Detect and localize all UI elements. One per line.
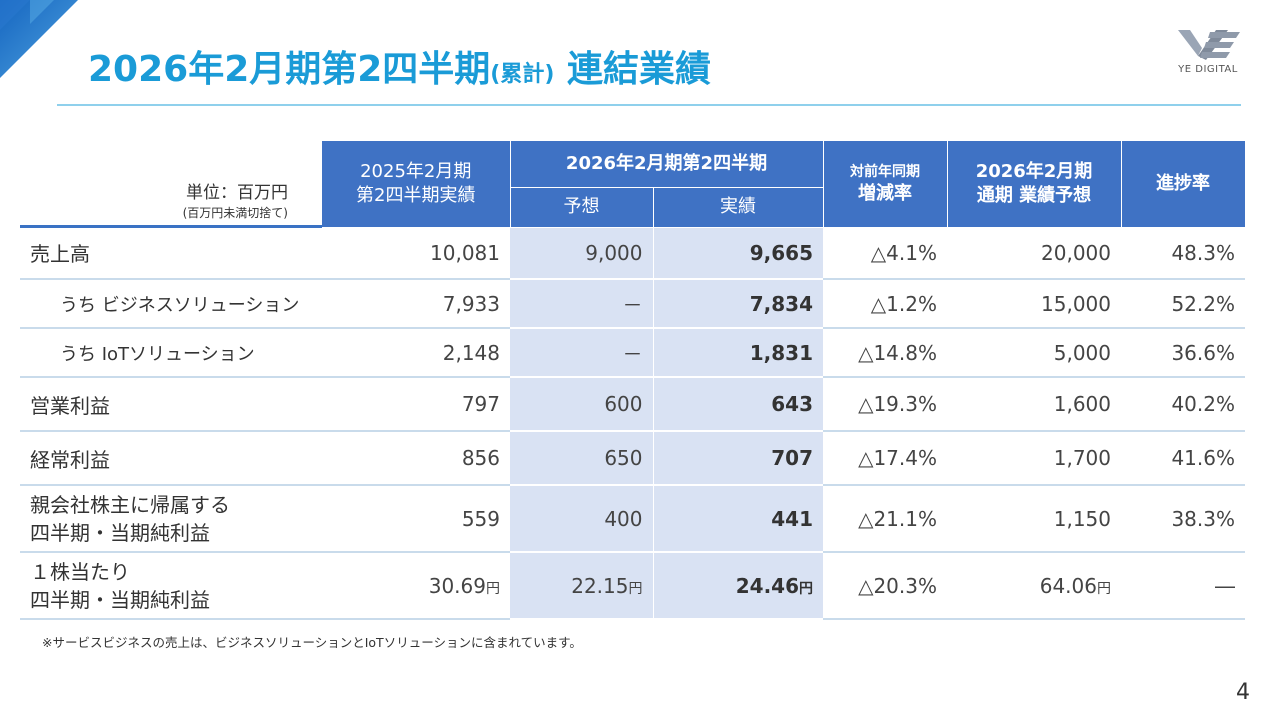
cell-full-year: 1,600 xyxy=(947,377,1121,432)
table-row: 営業利益 797 600 643 △19.3% 1,600 40.2% xyxy=(20,377,1245,432)
table-row: 親会社株主に帰属する 四半期・当期純利益 559 400 441 △21.1% 1… xyxy=(20,485,1245,553)
footnote: ※サービスビジネスの売上は、ビジネスソリューションとIoTソリューションに含まれ… xyxy=(42,635,582,650)
cell-full-year: 5,000 xyxy=(947,328,1121,378)
cell-yoy: △17.4% xyxy=(823,431,947,486)
cell-prev: 856 xyxy=(322,431,510,486)
cell-full-year: 1,700 xyxy=(947,431,1121,486)
row-label: うち ビジネスソリューション xyxy=(20,279,322,329)
cell-forecast: － xyxy=(510,279,654,329)
cell-progress: 41.6% xyxy=(1121,431,1245,486)
table-row: うち ビジネスソリューション 7,933 － 7,834 △1.2% 15,00… xyxy=(20,279,1245,329)
cell-forecast: 22.15円 xyxy=(510,552,654,620)
cell-prev: 30.69円 xyxy=(322,552,510,620)
title-paren: (累計) xyxy=(490,62,555,87)
cell-yoy: △14.8% xyxy=(823,328,947,378)
row-label: 親会社株主に帰属する 四半期・当期純利益 xyxy=(20,485,322,553)
cell-prev: 7,933 xyxy=(322,279,510,329)
cell-prev: 559 xyxy=(322,485,510,553)
header-blank xyxy=(20,141,322,227)
header-prev: 2025年2月期 第2四半期実績 xyxy=(322,141,511,228)
row-label: うち IoTソリューション xyxy=(20,328,322,378)
cell-progress: ― xyxy=(1121,552,1245,620)
cell-full-year: 1,150 xyxy=(947,485,1121,553)
cell-prev: 10,081 xyxy=(322,227,510,280)
unit-divider xyxy=(20,225,327,228)
cell-actual: 441 xyxy=(653,485,823,553)
table-row: 売上高 10,081 9,000 9,665 △4.1% 20,000 48.3… xyxy=(20,227,1245,280)
cell-full-year: 20,000 xyxy=(947,227,1121,280)
cell-actual: 7,834 xyxy=(653,279,823,329)
cell-actual: 1,831 xyxy=(653,328,823,378)
cell-forecast: 600 xyxy=(510,377,654,432)
cell-forecast: － xyxy=(510,328,654,378)
header-full-year: 2026年2月期 通期 業績予想 xyxy=(947,141,1122,228)
row-label: 営業利益 xyxy=(20,377,322,432)
results-table: 2025年2月期 第2四半期実績 2026年2月期第2四半期 対前年同期 増減率 2… xyxy=(20,141,1246,620)
table-row: １株当たり 四半期・当期純利益 30.69円 22.15円 24.46円 △20.… xyxy=(20,552,1245,620)
header-yoy: 対前年同期 増減率 xyxy=(823,141,948,228)
row-label: １株当たり 四半期・当期純利益 xyxy=(20,552,322,620)
cell-prev: 2,148 xyxy=(322,328,510,378)
header-current-group: 2026年2月期第2四半期 xyxy=(510,141,824,188)
row-label: 売上高 xyxy=(20,227,322,280)
cell-actual: 9,665 xyxy=(653,227,823,280)
cell-yoy: △4.1% xyxy=(823,227,947,280)
cell-forecast: 400 xyxy=(510,485,654,553)
table-row: うち IoTソリューション 2,148 － 1,831 △14.8% 5,000… xyxy=(20,328,1245,378)
cell-progress: 52.2% xyxy=(1121,279,1245,329)
unit-note: (百万円未満切捨て) xyxy=(182,206,288,220)
unit-label: 単位：百万円 xyxy=(186,183,288,203)
cell-forecast: 9,000 xyxy=(510,227,654,280)
cell-forecast: 650 xyxy=(510,431,654,486)
cell-actual: 707 xyxy=(653,431,823,486)
cell-progress: 40.2% xyxy=(1121,377,1245,432)
cell-progress: 36.6% xyxy=(1121,328,1245,378)
header-forecast: 予想 xyxy=(510,187,654,228)
cell-progress: 48.3% xyxy=(1121,227,1245,280)
row-label: 経常利益 xyxy=(20,431,322,486)
cell-actual: 24.46円 xyxy=(653,552,823,620)
cell-yoy: △20.3% xyxy=(823,552,947,620)
cell-yoy: △21.1% xyxy=(823,485,947,553)
header-actual: 実績 xyxy=(653,187,824,228)
title-divider xyxy=(57,104,1241,106)
corner-decoration xyxy=(0,0,80,80)
cell-full-year: 64.06円 xyxy=(947,552,1121,620)
logo-text: YE DIGITAL xyxy=(1178,64,1238,75)
header-progress: 進捗率 xyxy=(1121,141,1246,228)
cell-actual: 643 xyxy=(653,377,823,432)
page-number: 4 xyxy=(1236,680,1250,705)
table-row: 経常利益 856 650 707 △17.4% 1,700 41.6% xyxy=(20,431,1245,486)
page-title: 2026年2月期第2四半期(累計) 連結業績 xyxy=(88,49,711,90)
cell-yoy: △1.2% xyxy=(823,279,947,329)
cell-prev: 797 xyxy=(322,377,510,432)
cell-progress: 38.3% xyxy=(1121,485,1245,553)
company-logo xyxy=(1172,26,1244,78)
cell-full-year: 15,000 xyxy=(947,279,1121,329)
cell-yoy: △19.3% xyxy=(823,377,947,432)
